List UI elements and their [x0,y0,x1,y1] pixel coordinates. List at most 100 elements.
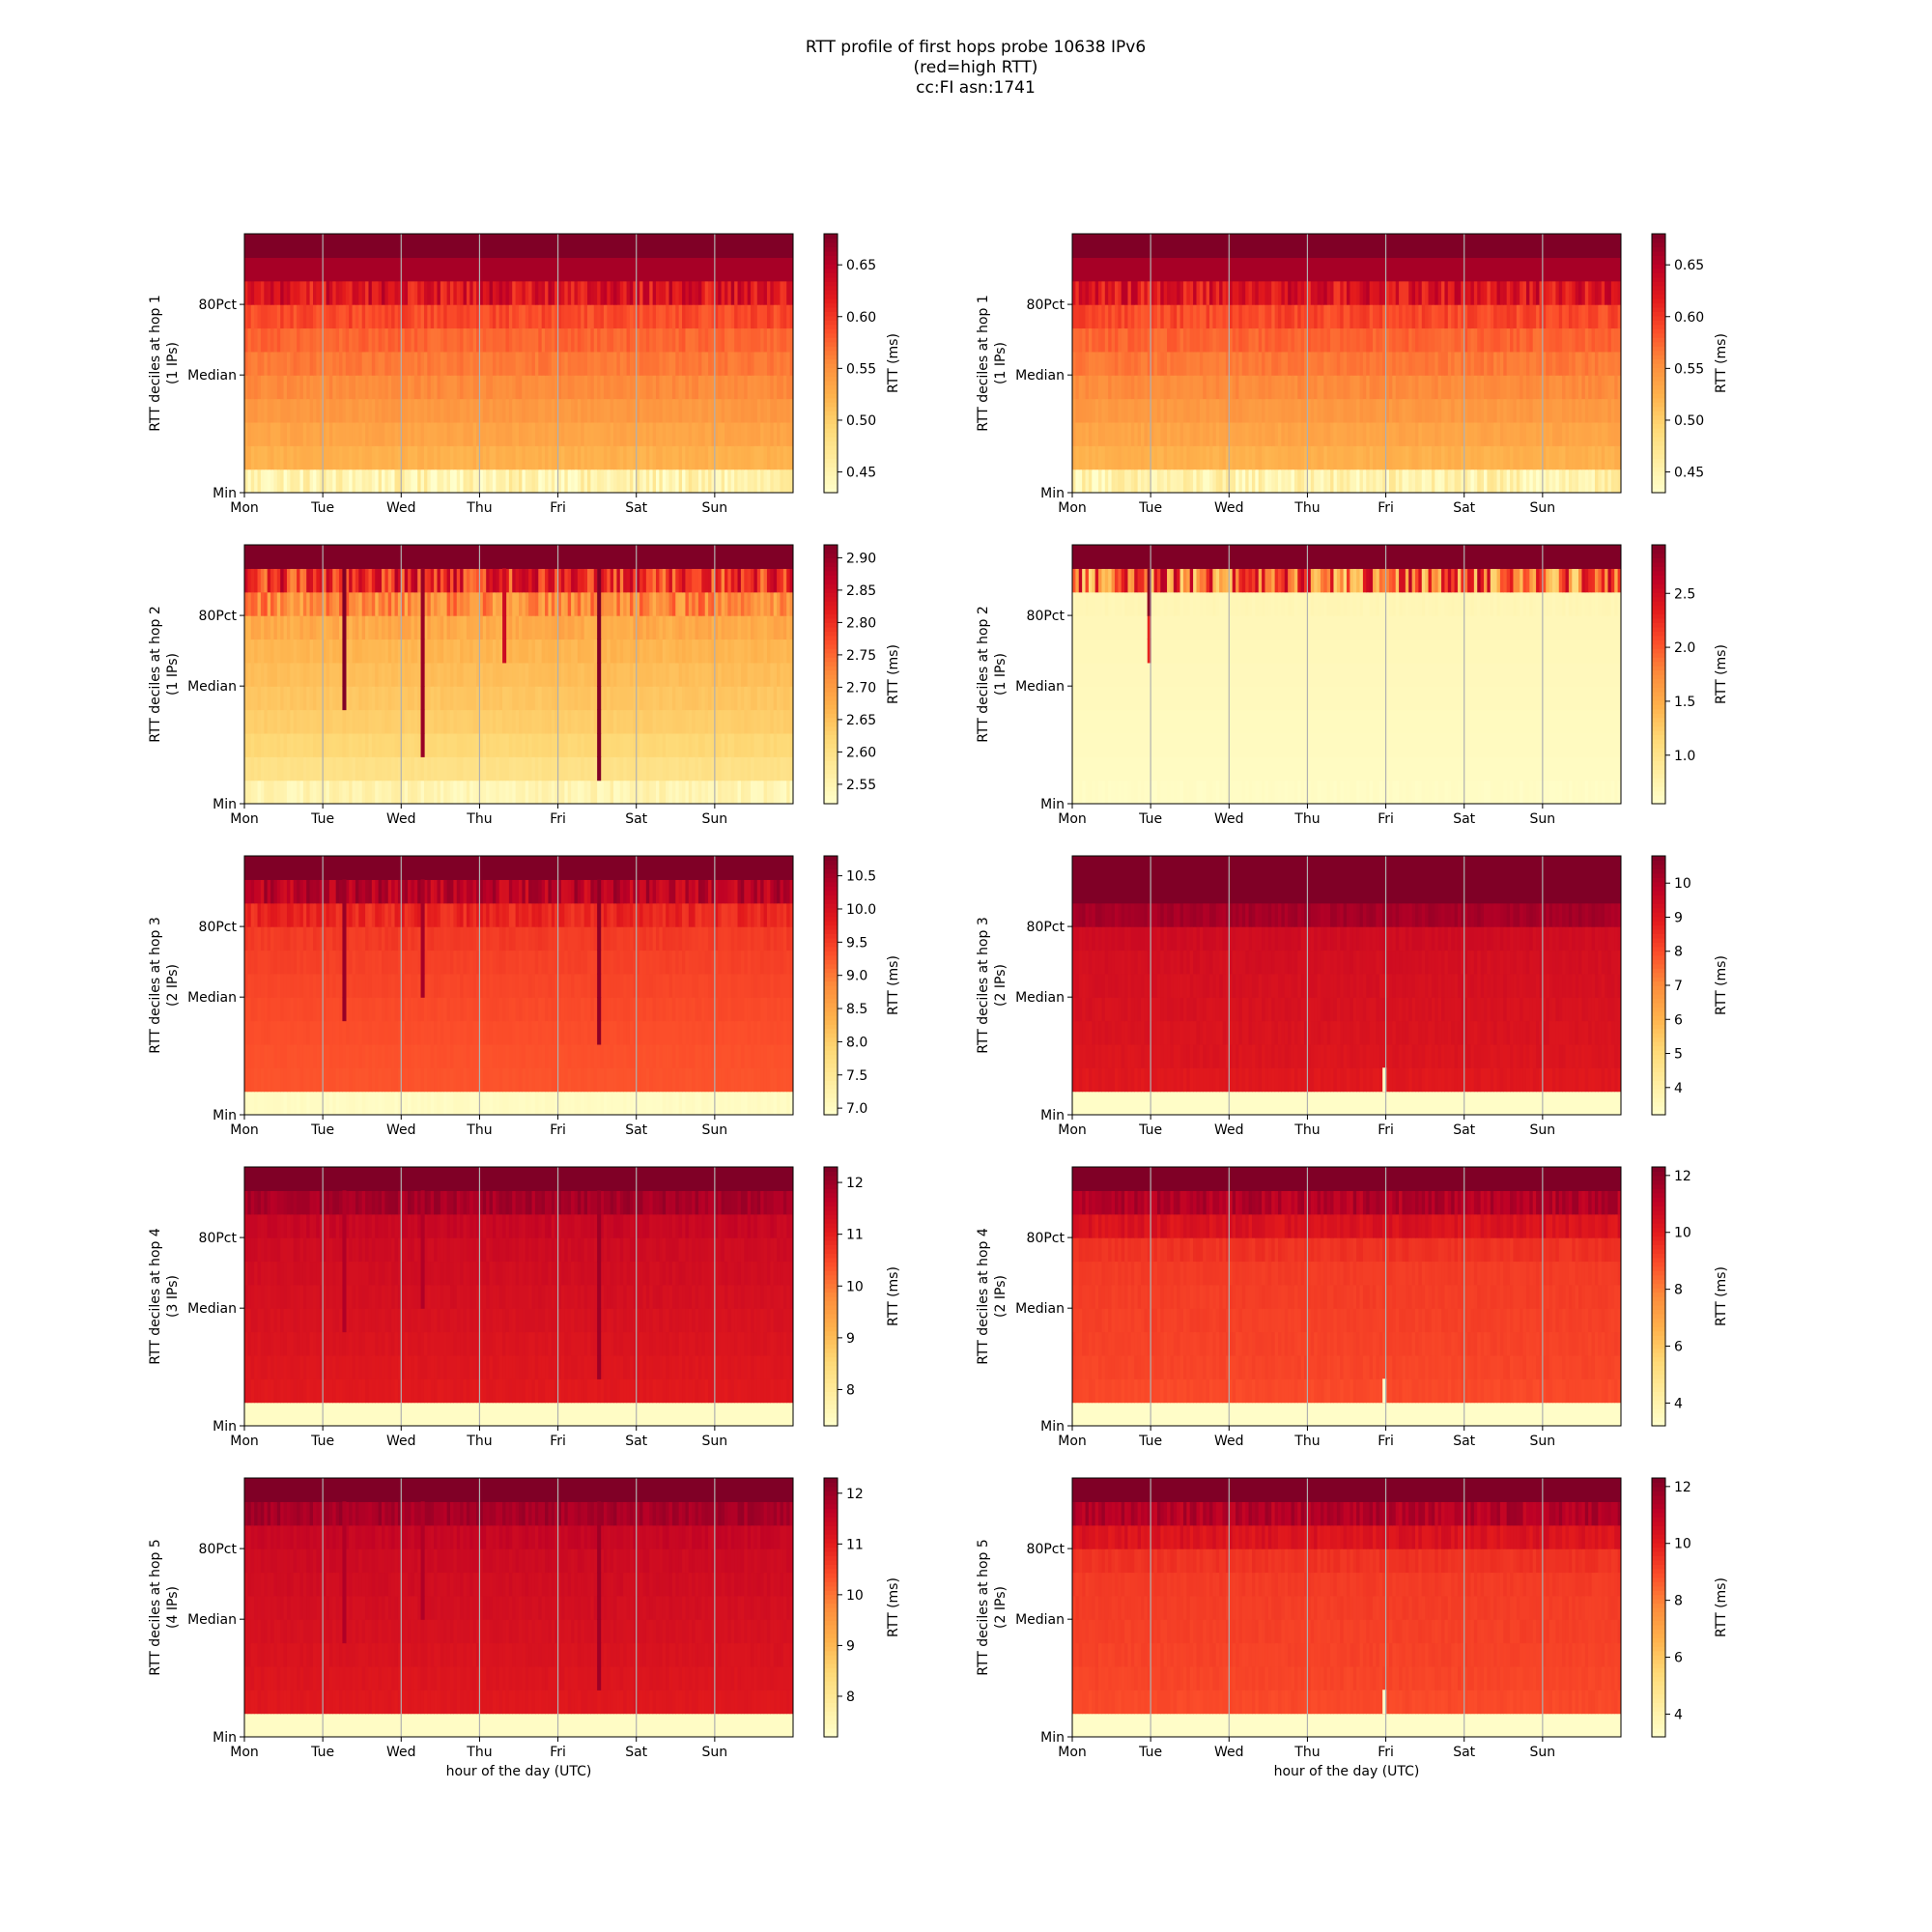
heatmap-cell [685,445,690,470]
heatmap-cell [645,686,650,711]
heatmap-cell [486,615,491,640]
heatmap-cell [613,398,618,423]
heatmap-cell [780,662,784,687]
heatmap-cell [335,445,340,470]
heatmap-cell [577,662,582,687]
heatmap-cell [675,568,680,593]
heatmap-cell [1134,445,1139,470]
heatmap-cell [721,568,725,593]
heatmap-cell [1284,469,1289,493]
heatmap-cell [519,709,523,734]
heatmap-cell [1584,280,1589,305]
heatmap-cell [508,327,513,353]
heatmap-cell [358,568,363,593]
heatmap-cell [1578,375,1583,400]
heatmap-cell [1499,351,1504,376]
heatmap-cell [629,304,634,329]
heatmap-cell [1284,421,1289,446]
heatmap-cell [685,568,690,593]
colorbar-tick-label: 0.50 [846,413,876,429]
heatmap-cell [734,445,739,470]
heatmap-spike [597,639,602,664]
heatmap-cell [1297,375,1302,400]
heatmap-cell [437,375,441,400]
heatmap-cell [616,709,621,734]
heatmap-cell [280,732,285,757]
heatmap-cell [633,398,638,423]
heatmap-cell [437,568,441,593]
heatmap-cell [1435,421,1439,446]
heatmap-cell [607,421,611,446]
heatmap-cell [626,421,631,446]
heatmap-cell [1562,421,1567,446]
heatmap-cell [247,421,252,446]
heatmap-cell [375,732,380,757]
heatmap-cell [619,662,624,687]
heatmap-cell [1385,351,1390,376]
heatmap-cell [737,351,742,376]
heatmap-cell [571,280,576,305]
heatmap-cell [486,591,491,616]
heatmap-cell [727,780,732,804]
heatmap-cell [600,398,605,423]
heatmap-cell [1473,469,1478,493]
heatmap-cell [273,662,278,687]
heatmap-cell [515,398,520,423]
heatmap-cell [603,568,608,593]
heatmap-cell [1572,375,1577,400]
heatmap-cell [770,568,775,593]
heatmap-cell [1506,445,1511,470]
heatmap-cell [397,662,402,687]
heatmap-cell [1411,327,1416,353]
heatmap-cell [607,780,611,804]
heatmap-cell [1340,469,1345,493]
heatmap-cell [1333,398,1338,423]
heatmap-cell [1222,280,1227,305]
heatmap-cell [780,398,784,423]
heatmap-cell [1088,327,1093,353]
heatmap-cell [476,445,481,470]
heatmap-cell [603,398,608,423]
colorbar-segment [824,294,838,299]
heatmap-cell [368,421,373,446]
heatmap-cell [1415,421,1419,446]
heatmap-cell [636,568,640,593]
heatmap-cell [600,615,605,640]
heatmap-cell [1297,280,1302,305]
heatmap-cell [1314,304,1319,329]
heatmap-cell [456,780,461,804]
heatmap-cell [760,686,765,711]
heatmap-cell [656,280,660,305]
heatmap-cell [593,304,598,329]
heatmap-cell [306,351,311,376]
heatmap-cell [443,662,448,687]
heatmap-cell [528,639,533,664]
colorbar-segment [824,259,838,265]
heatmap-cell [1385,421,1390,446]
heatmap-cell [633,568,638,593]
heatmap-cell [302,445,307,470]
heatmap-cell [616,686,621,711]
heatmap-cell [492,639,497,664]
heatmap-cell [486,304,491,329]
heatmap-cell [557,686,562,711]
heatmap-cell [482,709,487,734]
heatmap-cell [545,756,550,781]
heatmap-cell [519,445,523,470]
heatmap-cell [1480,280,1485,305]
heatmap-cell [1236,445,1240,470]
heatmap-cell [290,280,295,305]
heatmap-cell [387,445,392,470]
heatmap-cell [335,280,340,305]
heatmap-cell [522,709,526,734]
heatmap-cell [1300,375,1305,400]
heatmap-cell [492,445,497,470]
heatmap-cell [244,421,248,446]
heatmap-cell [505,568,510,593]
heatmap-cell [734,375,739,400]
heatmap-cell [283,662,288,687]
heatmap-cell [639,662,644,687]
heatmap-cell [639,709,644,734]
colorbar-segment [824,250,838,256]
heatmap-cell [639,375,644,400]
